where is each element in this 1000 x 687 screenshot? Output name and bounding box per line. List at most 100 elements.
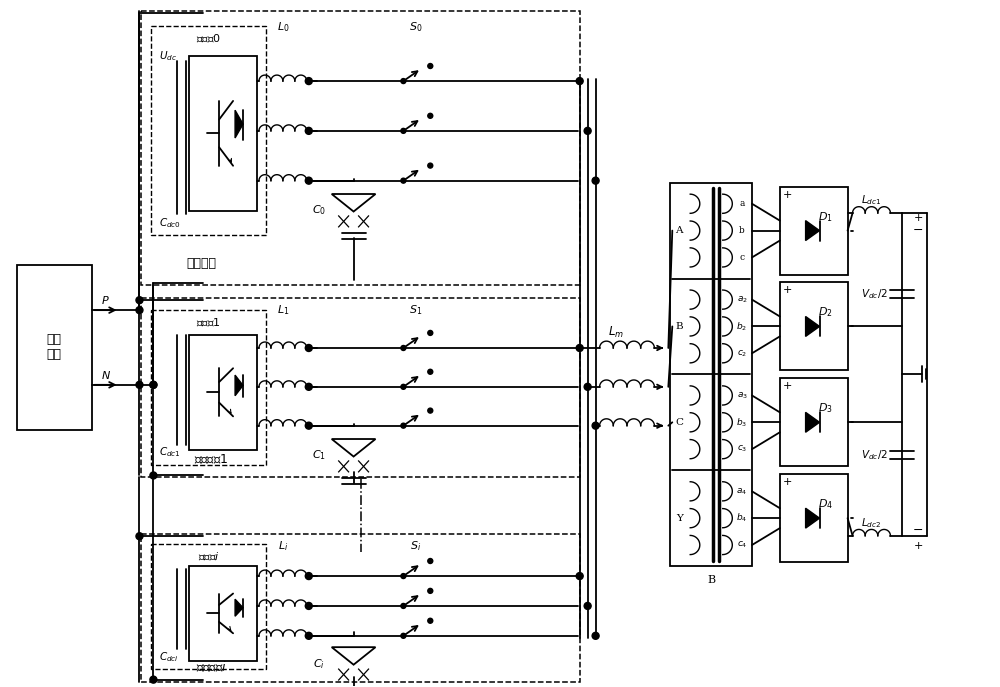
Text: $D_3$: $D_3$ (818, 401, 833, 415)
Text: +: + (914, 213, 923, 223)
Circle shape (428, 370, 433, 374)
Text: $C_i$: $C_i$ (313, 657, 325, 671)
Circle shape (428, 163, 433, 168)
Text: $c_3$: $c_3$ (737, 444, 747, 454)
Text: Y: Y (676, 514, 683, 523)
Circle shape (136, 532, 143, 540)
Circle shape (401, 384, 406, 390)
Text: B: B (675, 322, 683, 331)
Text: 光伏
阵列: 光伏 阵列 (47, 333, 62, 361)
Text: $L_0$: $L_0$ (277, 21, 289, 34)
Text: +: + (783, 477, 793, 487)
Bar (141, 12, 580, 285)
Circle shape (305, 383, 312, 390)
Text: $L_{dc1}$: $L_{dc1}$ (861, 193, 882, 207)
Polygon shape (806, 508, 820, 528)
Bar (141, 534, 580, 682)
Circle shape (592, 632, 599, 640)
Circle shape (428, 330, 433, 335)
Text: B: B (707, 575, 715, 585)
Text: 主逆变器: 主逆变器 (186, 257, 216, 270)
Circle shape (401, 346, 406, 350)
Circle shape (401, 574, 406, 578)
Circle shape (592, 423, 599, 429)
Bar (151, 26, 266, 236)
Text: $c_2$: $c_2$ (737, 348, 747, 359)
Text: $C_1$: $C_1$ (312, 449, 326, 462)
Text: A: A (676, 226, 683, 235)
Text: 从逆变器$i$: 从逆变器$i$ (196, 660, 227, 675)
Text: $P$: $P$ (101, 294, 110, 306)
Text: 从逆变器$1$: 从逆变器$1$ (194, 453, 228, 466)
Circle shape (401, 128, 406, 133)
Text: +: + (783, 381, 793, 392)
Text: $c_4$: $c_4$ (737, 540, 747, 550)
Circle shape (428, 588, 433, 594)
Circle shape (401, 78, 406, 84)
Bar (189, 566, 257, 661)
Circle shape (576, 572, 583, 580)
Text: $D_4$: $D_4$ (818, 497, 833, 511)
Text: $D_2$: $D_2$ (818, 306, 833, 319)
Circle shape (305, 177, 312, 184)
Circle shape (305, 632, 312, 640)
Bar (141, 298, 580, 477)
Text: $V_{dc}/2$: $V_{dc}/2$ (861, 286, 888, 301)
Circle shape (592, 177, 599, 184)
Circle shape (136, 297, 143, 304)
Text: b: b (739, 226, 745, 235)
Text: $D_1$: $D_1$ (818, 210, 833, 223)
Circle shape (150, 381, 157, 388)
Circle shape (401, 423, 406, 428)
Circle shape (150, 676, 157, 683)
Circle shape (305, 602, 312, 609)
Text: $b_2$: $b_2$ (736, 320, 748, 333)
Text: $C_{dc1}$: $C_{dc1}$ (159, 446, 181, 460)
Circle shape (584, 383, 591, 390)
Text: $C_{dci}$: $C_{dci}$ (159, 650, 179, 664)
Circle shape (428, 618, 433, 623)
Text: a: a (739, 199, 745, 208)
Polygon shape (235, 599, 243, 616)
Circle shape (584, 602, 591, 609)
Text: +: + (914, 541, 923, 551)
Bar (17, 265, 92, 429)
Circle shape (584, 127, 591, 135)
Polygon shape (806, 412, 820, 432)
Bar (670, 183, 752, 566)
Bar (151, 310, 266, 464)
Bar (780, 379, 848, 466)
Text: $b_3$: $b_3$ (736, 416, 748, 429)
Text: c: c (739, 253, 745, 262)
Text: $S_0$: $S_0$ (409, 21, 422, 34)
Polygon shape (806, 221, 820, 240)
Circle shape (576, 78, 583, 85)
Text: $L_i$: $L_i$ (278, 539, 288, 553)
Circle shape (305, 127, 312, 135)
Text: +: + (783, 286, 793, 295)
Text: $a_4$: $a_4$ (736, 486, 748, 497)
Text: $S_1$: $S_1$ (409, 303, 422, 317)
Circle shape (136, 306, 143, 314)
Circle shape (305, 572, 312, 580)
Bar (780, 187, 848, 275)
Text: 逆变桐$1$: 逆变桐$1$ (196, 316, 221, 328)
Polygon shape (235, 110, 243, 138)
Text: $U_{dc}$: $U_{dc}$ (159, 49, 177, 63)
Text: 逆变桐$i$: 逆变桐$i$ (198, 550, 220, 562)
Text: $L_1$: $L_1$ (277, 303, 289, 317)
Text: $S_i$: $S_i$ (410, 539, 421, 553)
Text: C: C (675, 418, 683, 427)
Circle shape (150, 472, 157, 479)
Circle shape (428, 559, 433, 563)
Text: $a_3$: $a_3$ (737, 390, 748, 401)
Text: −: − (913, 524, 924, 537)
Bar (780, 282, 848, 370)
Polygon shape (806, 317, 820, 337)
Text: $C_0$: $C_0$ (312, 203, 326, 218)
Bar (189, 56, 257, 210)
Bar (151, 544, 266, 668)
Circle shape (136, 381, 143, 388)
Circle shape (428, 63, 433, 69)
Text: $b_4$: $b_4$ (736, 512, 748, 524)
